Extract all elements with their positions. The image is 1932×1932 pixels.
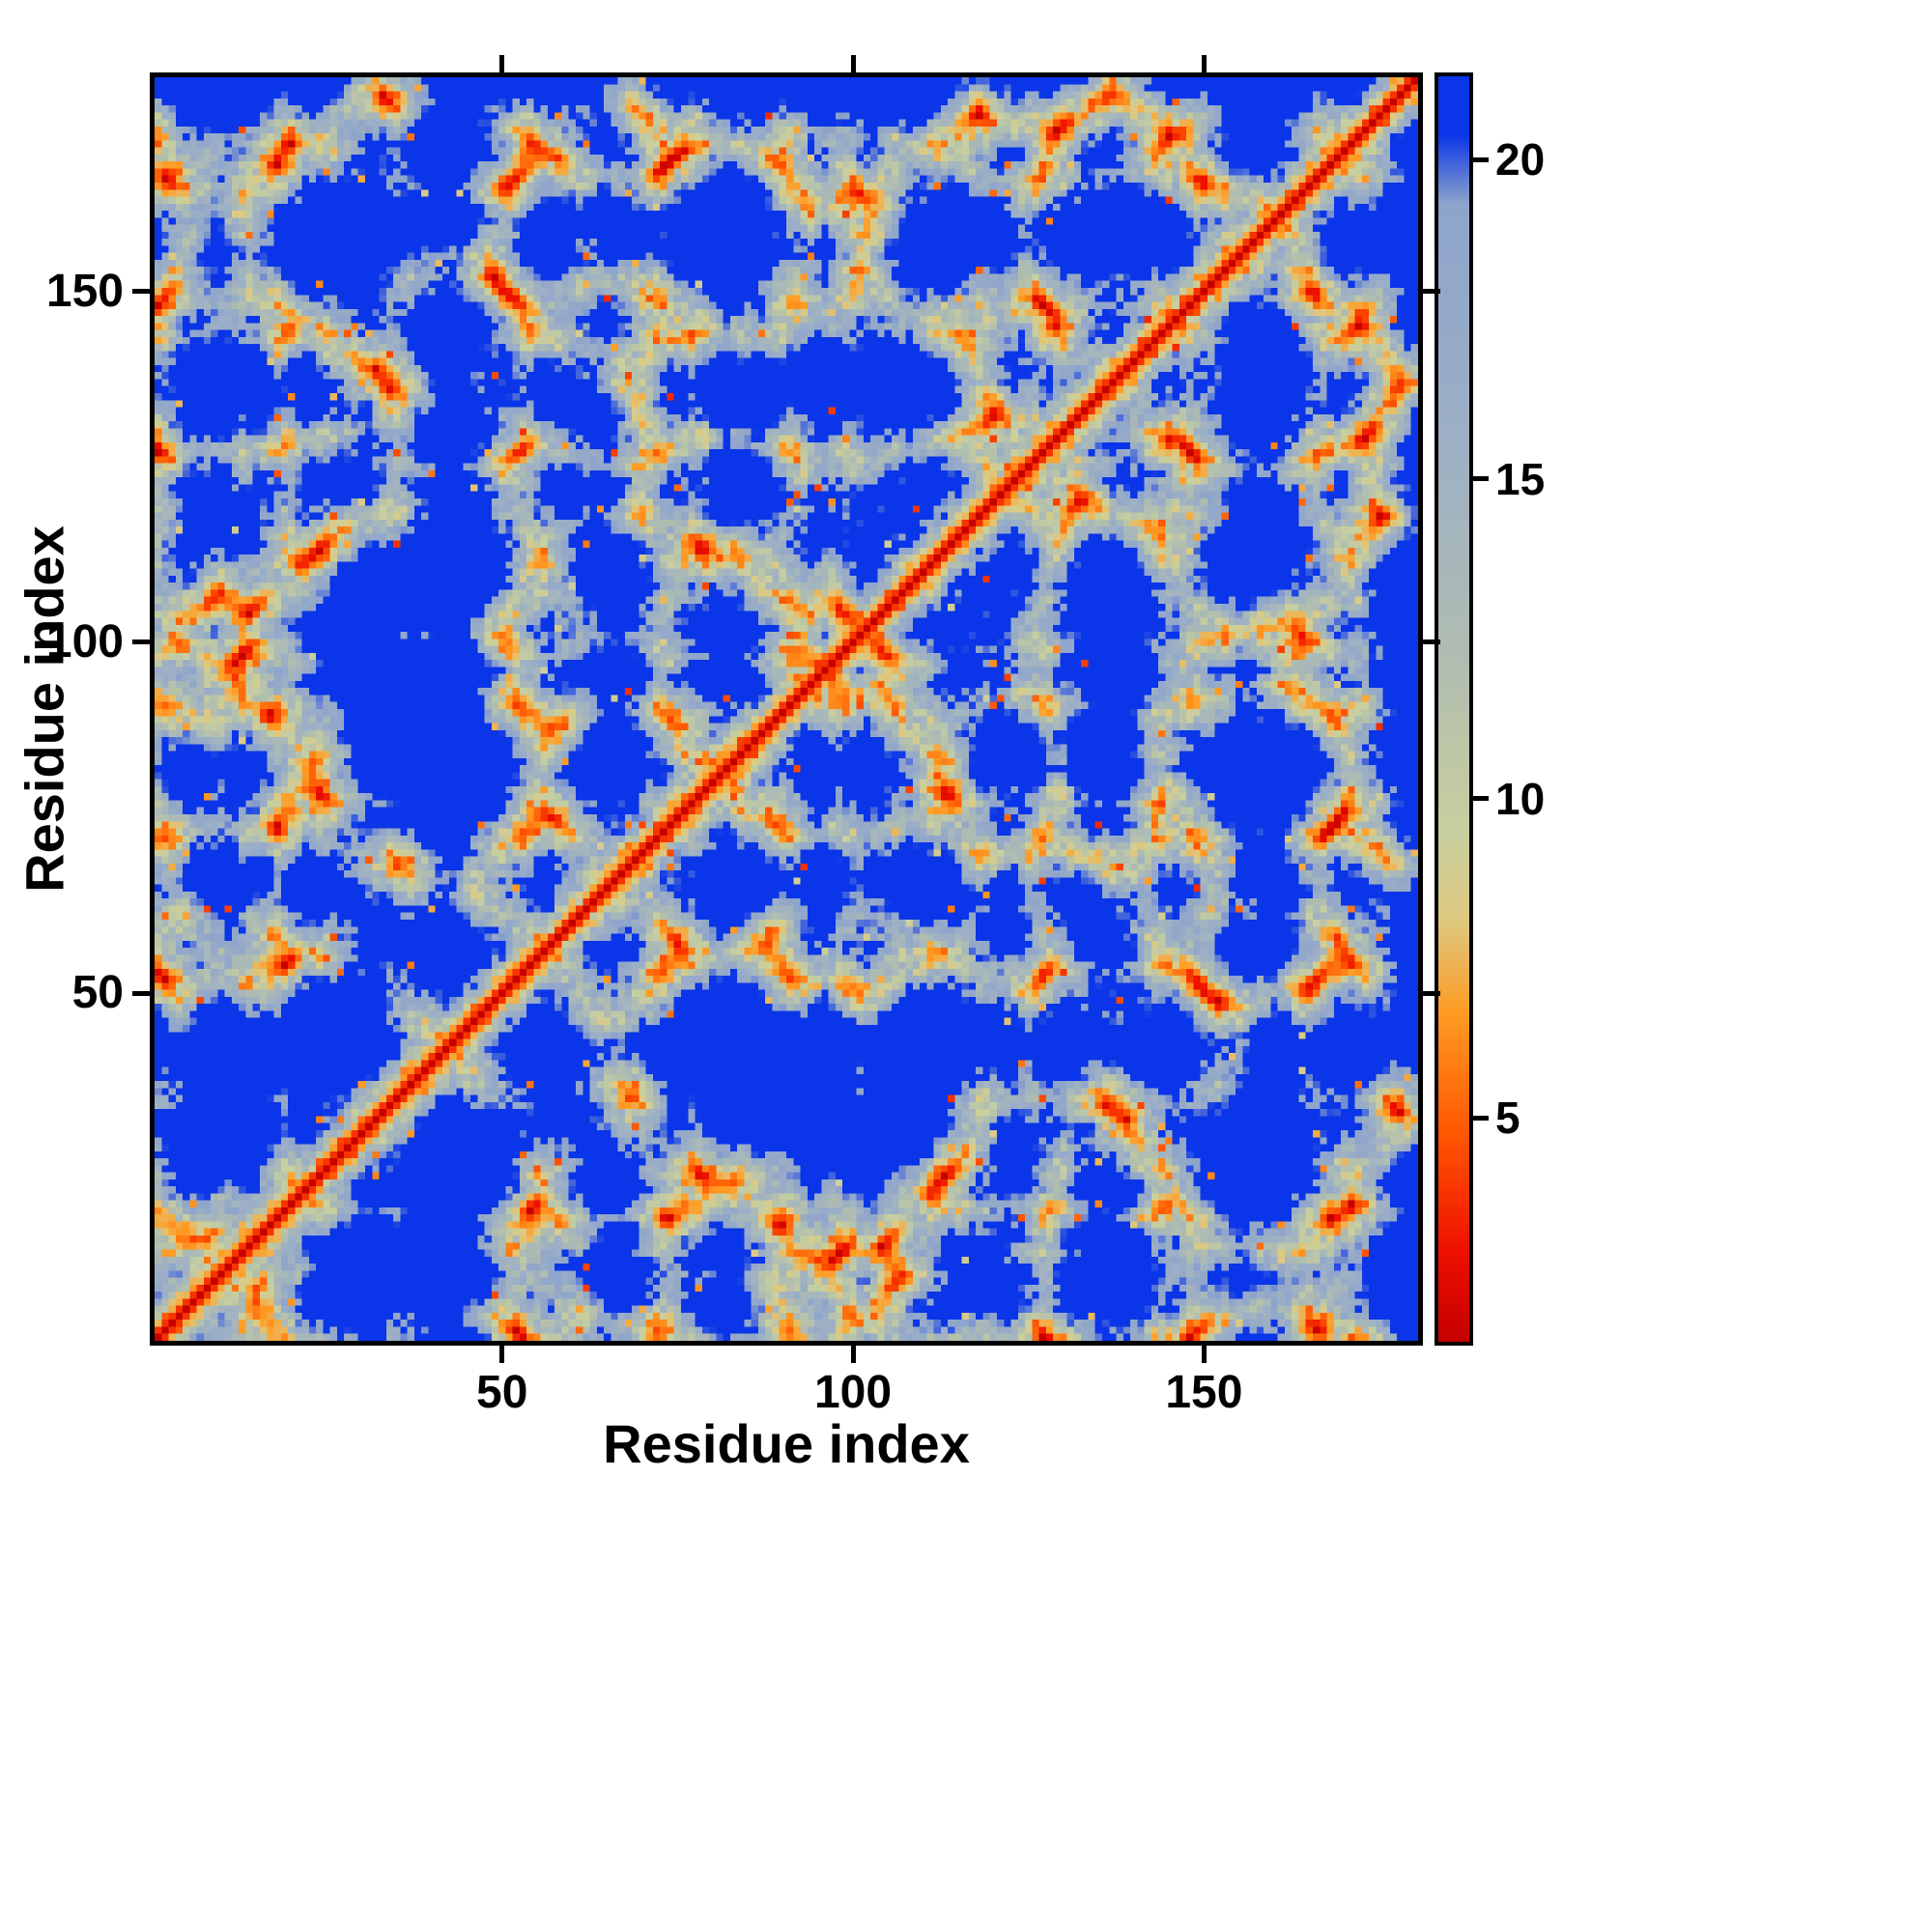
x-tick-mark xyxy=(850,1346,856,1363)
x-tick-mark-top xyxy=(850,55,856,72)
colorbar-tick-label: 5 xyxy=(1495,1093,1520,1144)
y-tick-mark-right xyxy=(1423,990,1440,996)
x-tick-mark-top xyxy=(499,55,505,72)
colorbar-tick-label: 20 xyxy=(1495,134,1546,185)
colorbar-frame xyxy=(1435,72,1473,1346)
x-tick-mark-top xyxy=(1201,55,1207,72)
colorbar-tick-mark xyxy=(1473,156,1489,162)
y-tick-mark xyxy=(132,639,150,645)
colorbar-tick-label: 10 xyxy=(1495,773,1546,824)
colorbar-tick-mark xyxy=(1473,796,1489,802)
y-tick-mark-right xyxy=(1423,289,1440,295)
y-tick-label: 50 xyxy=(71,967,124,1019)
y-tick-mark xyxy=(132,990,150,996)
y-tick-label: 150 xyxy=(45,265,124,317)
colorbar-tick-mark xyxy=(1473,1115,1489,1121)
x-tick-label: 150 xyxy=(1165,1367,1243,1418)
colorbar-gradient xyxy=(1438,76,1469,1342)
colorbar-tick-label: 15 xyxy=(1495,453,1546,504)
colorbar-tick-mark xyxy=(1473,476,1489,482)
x-axis-label: Residue index xyxy=(603,1413,970,1474)
y-tick-mark xyxy=(132,289,150,295)
y-tick-label: 100 xyxy=(45,615,124,668)
y-tick-mark-right xyxy=(1423,639,1440,645)
x-tick-label: 50 xyxy=(475,1367,528,1418)
distance-matrix-heatmap xyxy=(155,77,1418,1341)
y-axis-label: Residue index xyxy=(14,526,75,893)
x-tick-label: 100 xyxy=(813,1367,893,1418)
x-tick-mark xyxy=(499,1346,505,1363)
x-tick-mark xyxy=(1201,1346,1207,1363)
